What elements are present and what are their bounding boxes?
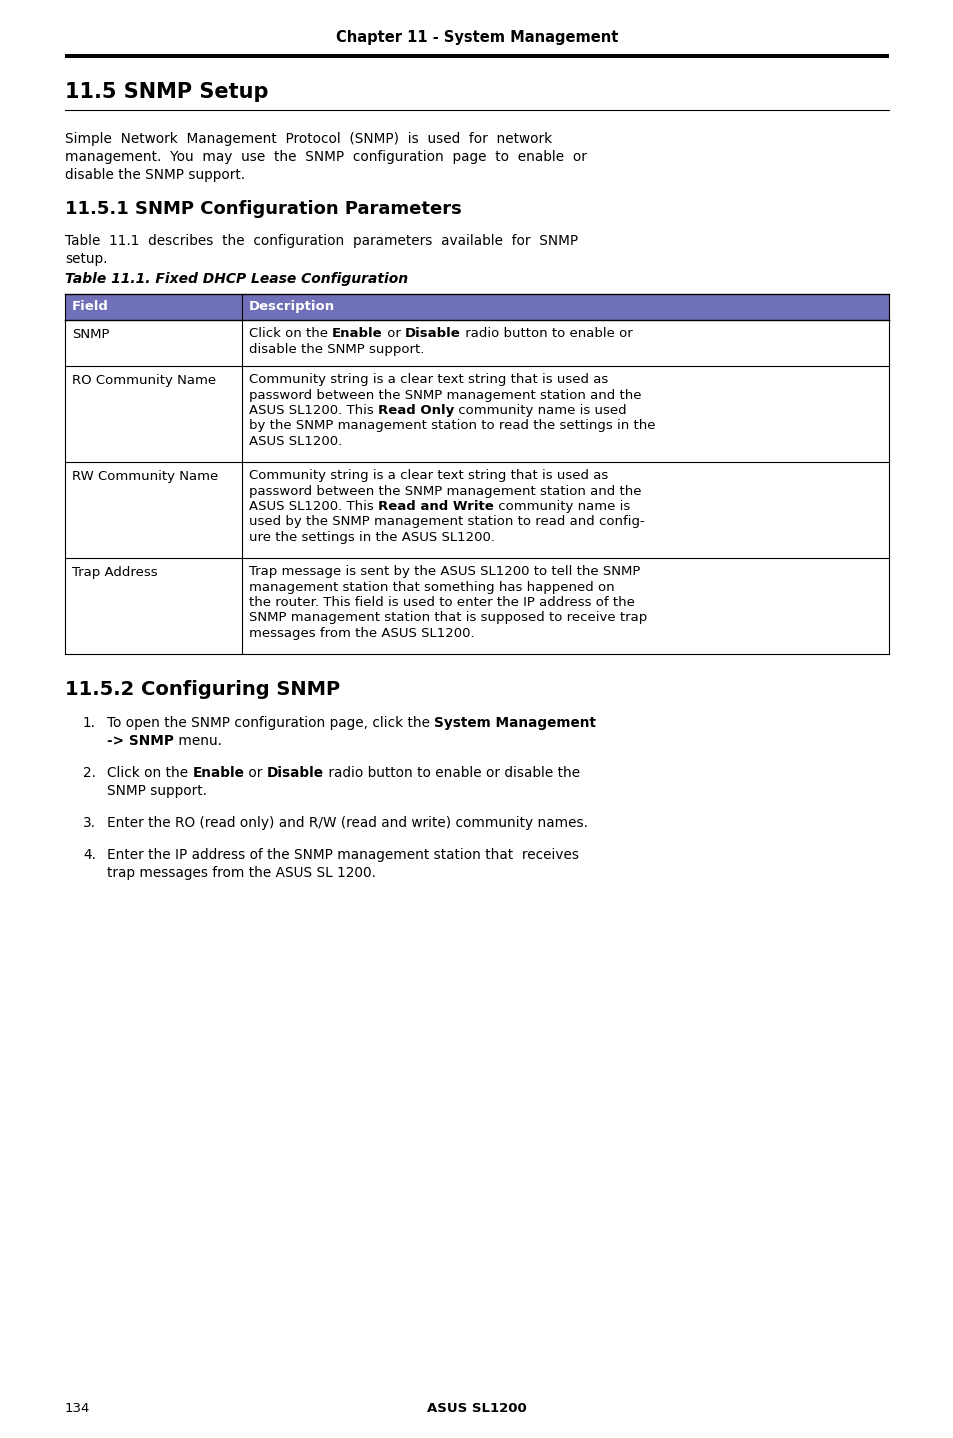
Text: or: or [382,326,405,339]
Text: 11.5 SNMP Setup: 11.5 SNMP Setup [65,82,268,102]
Text: used by the SNMP management station to read and config-: used by the SNMP management station to r… [249,515,644,529]
Text: Enter the RO (read only) and R/W (read and write) community names.: Enter the RO (read only) and R/W (read a… [107,815,587,830]
Text: Disable: Disable [405,326,460,339]
Text: password between the SNMP management station and the: password between the SNMP management sta… [249,388,640,401]
Text: RO Community Name: RO Community Name [71,374,216,387]
Text: 2.: 2. [83,766,96,779]
Text: Trap message is sent by the ASUS SL1200 to tell the SNMP: Trap message is sent by the ASUS SL1200 … [249,565,639,578]
Text: Description: Description [249,301,335,313]
Text: by the SNMP management station to read the settings in the: by the SNMP management station to read t… [249,420,655,433]
Text: 4.: 4. [83,848,96,861]
Text: To open the SNMP configuration page, click the: To open the SNMP configuration page, cli… [107,716,434,731]
Text: ure the settings in the ASUS SL1200.: ure the settings in the ASUS SL1200. [249,531,495,544]
Text: -> SNMP: -> SNMP [107,733,173,748]
Text: setup.: setup. [65,252,108,266]
Text: radio button to enable or disable the: radio button to enable or disable the [324,766,579,779]
Text: community name is: community name is [494,500,629,513]
Text: radio button to enable or: radio button to enable or [460,326,632,339]
Text: Read and Write: Read and Write [377,500,494,513]
Text: 134: 134 [65,1402,91,1415]
Text: Community string is a clear text string that is used as: Community string is a clear text string … [249,469,608,482]
Text: the router. This field is used to enter the IP address of the: the router. This field is used to enter … [249,595,634,610]
Text: Click on the: Click on the [107,766,193,779]
Text: SNMP support.: SNMP support. [107,784,207,798]
Text: ASUS SL1200: ASUS SL1200 [427,1402,526,1415]
Text: Click on the: Click on the [249,326,332,339]
Text: Table 11.1. Fixed DHCP Lease Configuration: Table 11.1. Fixed DHCP Lease Configurati… [65,272,408,286]
Text: ASUS SL1200.: ASUS SL1200. [249,436,342,449]
Text: RW Community Name: RW Community Name [71,470,218,483]
Text: menu.: menu. [173,733,221,748]
Text: Community string is a clear text string that is used as: Community string is a clear text string … [249,372,608,385]
Text: System Management: System Management [434,716,596,731]
Text: 11.5.1 SNMP Configuration Parameters: 11.5.1 SNMP Configuration Parameters [65,200,461,219]
Text: Enable: Enable [193,766,244,779]
Text: Field: Field [71,301,109,313]
Text: disable the SNMP support.: disable the SNMP support. [65,168,245,183]
Text: community name is used: community name is used [454,404,626,417]
Text: Read Only: Read Only [377,404,454,417]
Text: disable the SNMP support.: disable the SNMP support. [249,342,424,355]
Bar [65,55,888,58]
Text: 3.: 3. [83,815,96,830]
Text: Enable: Enable [332,326,382,339]
Text: Chapter 11 - System Management: Chapter 11 - System Management [335,30,618,45]
Text: trap messages from the ASUS SL 1200.: trap messages from the ASUS SL 1200. [107,866,375,880]
Text: management.  You  may  use  the  SNMP  configuration  page  to  enable  or: management. You may use the SNMP configu… [65,150,586,164]
Text: messages from the ASUS SL1200.: messages from the ASUS SL1200. [249,627,475,640]
Text: Enter the IP address of the SNMP management station that  receives: Enter the IP address of the SNMP managem… [107,848,578,861]
Text: Disable: Disable [267,766,324,779]
Text: 11.5.2 Configuring SNMP: 11.5.2 Configuring SNMP [65,680,340,699]
Text: or: or [244,766,267,779]
Text: Simple  Network  Management  Protocol  (SNMP)  is  used  for  network: Simple Network Management Protocol (SNMP… [65,132,552,147]
Text: password between the SNMP management station and the: password between the SNMP management sta… [249,485,640,498]
Text: Table  11.1  describes  the  configuration  parameters  available  for  SNMP: Table 11.1 describes the configuration p… [65,234,578,247]
Text: SNMP management station that is supposed to receive trap: SNMP management station that is supposed… [249,611,646,624]
Text: ASUS SL1200. This: ASUS SL1200. This [249,404,377,417]
Text: management station that something has happened on: management station that something has ha… [249,581,614,594]
Text: Trap Address: Trap Address [71,567,157,580]
Text: ASUS SL1200. This: ASUS SL1200. This [249,500,377,513]
Text: 1.: 1. [83,716,96,731]
Text: SNMP: SNMP [71,328,110,341]
Bar [65,293,888,321]
